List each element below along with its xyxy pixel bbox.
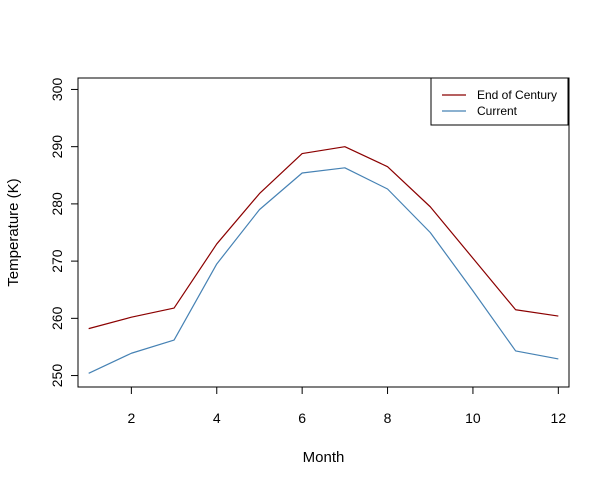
x-axis: 2 4 6 8 10 12 xyxy=(127,386,567,426)
y-tick-label-260: 260 xyxy=(49,306,65,330)
x-axis-title: Month xyxy=(303,449,345,466)
legend-label-end-of-century: End of Century xyxy=(477,88,557,102)
legend-label-current: Current xyxy=(477,104,518,118)
y-tick-label-250: 250 xyxy=(49,364,65,388)
legend-box xyxy=(430,77,569,126)
y-tick-label-300: 300 xyxy=(49,78,65,102)
y-tick-label-270: 270 xyxy=(49,249,65,273)
x-tick-label-4: 4 xyxy=(213,410,221,426)
y-axis-title: Temperature (K) xyxy=(5,178,22,286)
legend: End of Century Current xyxy=(430,77,569,126)
y-axis: 250 260 270 280 290 300 xyxy=(49,78,79,388)
y-tick-label-290: 290 xyxy=(49,135,65,159)
x-tick-label-10: 10 xyxy=(465,410,481,426)
x-tick-label-12: 12 xyxy=(551,410,567,426)
series-line-end-of-century xyxy=(88,146,559,330)
x-tick-label-6: 6 xyxy=(298,410,306,426)
x-tick-label-2: 2 xyxy=(127,410,135,426)
series-line-current xyxy=(88,167,559,374)
y-tick-label-280: 280 xyxy=(49,192,65,216)
x-tick-label-8: 8 xyxy=(384,410,392,426)
series-layer xyxy=(88,146,559,374)
